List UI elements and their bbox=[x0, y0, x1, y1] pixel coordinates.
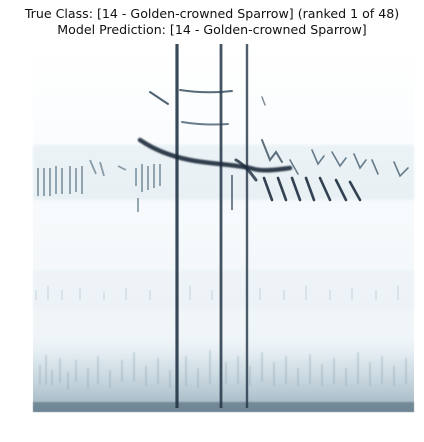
upper-trills bbox=[289, 149, 409, 178]
mid-streaks bbox=[35, 286, 399, 300]
midband-texture bbox=[33, 145, 414, 310]
vertical-clicks bbox=[175, 44, 249, 408]
chart-title: True Class: [14 - Golden-crowned Sparrow… bbox=[0, 6, 424, 38]
bottom-edge bbox=[33, 402, 414, 412]
noise-speckles bbox=[39, 350, 407, 390]
upper-whistles bbox=[149, 89, 266, 126]
main-song-trace bbox=[137, 137, 293, 182]
model-prediction-title: Model Prediction: [14 - Golden-crowned S… bbox=[57, 22, 367, 37]
true-class-title: True Class: [14 - Golden-crowned Sparrow… bbox=[24, 6, 400, 21]
descending-trills bbox=[262, 176, 362, 202]
noise-band bbox=[33, 335, 414, 412]
left-notes bbox=[37, 159, 161, 212]
